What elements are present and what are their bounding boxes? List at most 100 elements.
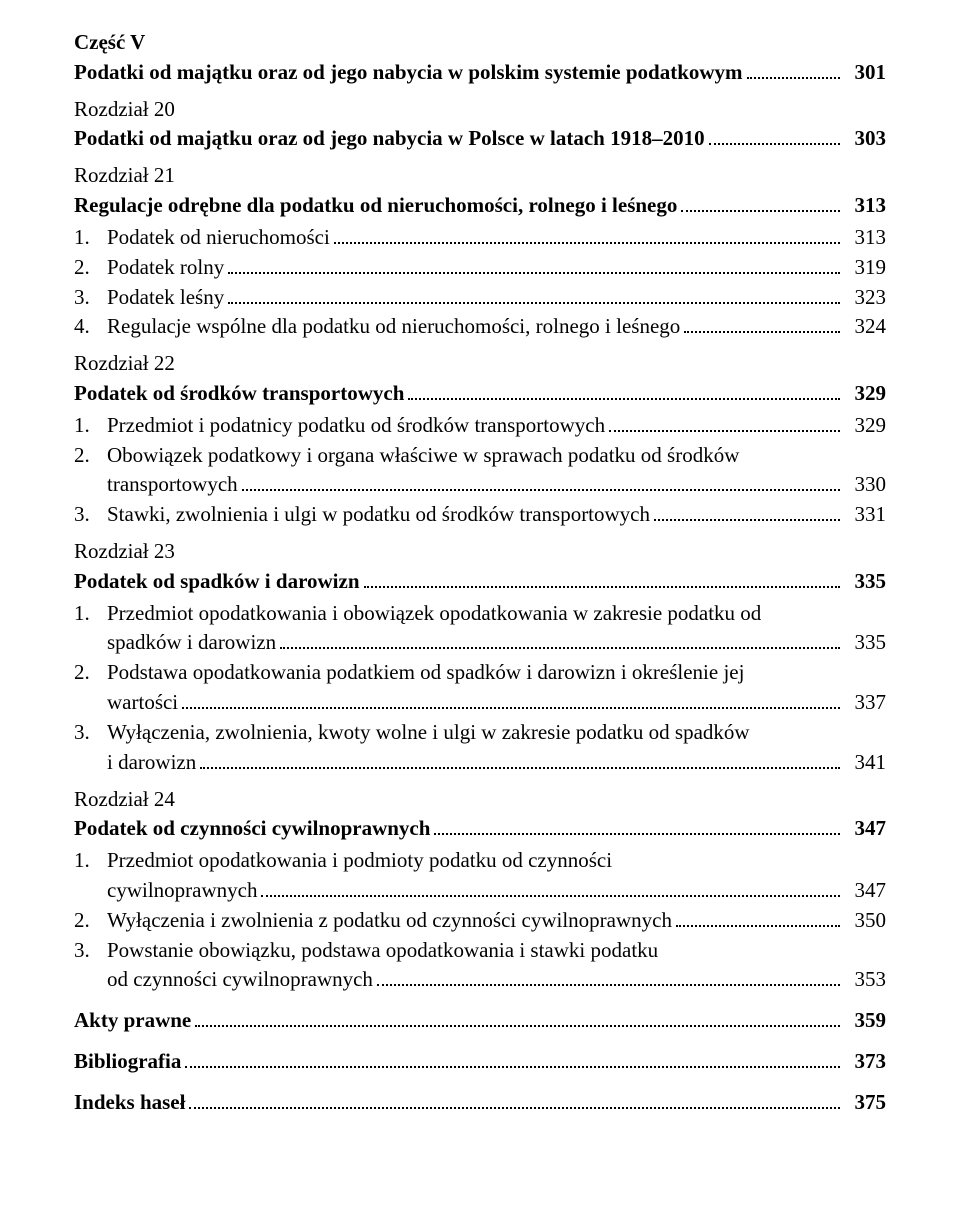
item-number: 2. xyxy=(74,253,107,283)
item-page: 335 xyxy=(844,628,886,658)
item-page: 331 xyxy=(844,500,886,530)
toc-item-cont: i darowizn 341 xyxy=(74,748,886,778)
item-number: 2. xyxy=(74,906,107,936)
item-page: 337 xyxy=(844,688,886,718)
chapter-title-text: Podatek od czynności cywilnoprawnych xyxy=(74,814,430,844)
leader-dots xyxy=(182,707,840,709)
end-text: Bibliografia xyxy=(74,1047,181,1077)
indeks-hasel: Indeks haseł 375 xyxy=(74,1088,886,1118)
leader-dots xyxy=(228,302,840,304)
toc-item: 1. Podatek od nieruchomości 313 xyxy=(74,223,886,253)
leader-dots xyxy=(684,331,840,333)
chapter-label: Rozdział 23 xyxy=(74,537,886,567)
end-text: Akty prawne xyxy=(74,1006,191,1036)
item-page: 330 xyxy=(844,470,886,500)
toc-item-cont: cywilnoprawnych 347 xyxy=(74,876,886,906)
leader-dots xyxy=(200,767,840,769)
toc-item-cont: od czynności cywilnoprawnych 353 xyxy=(74,965,886,995)
leader-dots xyxy=(261,895,840,897)
toc-item-cont: transportowych 330 xyxy=(74,470,886,500)
toc-item: 3. Wyłączenia, zwolnienia, kwoty wolne i… xyxy=(74,718,886,748)
item-text: Stawki, zwolnienia i ulgi w podatku od ś… xyxy=(107,500,650,530)
item-number: 2. xyxy=(74,441,107,471)
item-page: 353 xyxy=(844,965,886,995)
chapter-22: Rozdział 22 Podatek od środków transport… xyxy=(74,349,886,530)
leader-dots xyxy=(609,430,840,432)
leader-dots xyxy=(189,1107,840,1109)
item-page: 323 xyxy=(844,283,886,313)
akty-prawne: Akty prawne 359 xyxy=(74,1006,886,1036)
toc-item: 3. Podatek leśny 323 xyxy=(74,283,886,313)
end-page: 375 xyxy=(844,1088,886,1118)
item-page: 347 xyxy=(844,876,886,906)
leader-dots xyxy=(334,242,840,244)
end-page: 373 xyxy=(844,1047,886,1077)
leader-dots xyxy=(242,489,840,491)
toc-item: 2. Podatek rolny 319 xyxy=(74,253,886,283)
chapter-title-text: Regulacje odrębne dla podatku od nieruch… xyxy=(74,191,677,221)
toc-item: 1. Przedmiot opodatkowania i podmioty po… xyxy=(74,846,886,876)
toc-item: 2. Wyłączenia i zwolnienia z podatku od … xyxy=(74,906,886,936)
chapter-label: Rozdział 21 xyxy=(74,161,886,191)
end-page: 359 xyxy=(844,1006,886,1036)
item-text: Wyłączenia i zwolnienia z podatku od czy… xyxy=(107,906,672,936)
toc-item: 3. Powstanie obowiązku, podstawa opodatk… xyxy=(74,936,886,966)
item-page: 324 xyxy=(844,312,886,342)
chapter-title-text: Podatek od środków transportowych xyxy=(74,379,404,409)
item-page: 319 xyxy=(844,253,886,283)
item-number: 1. xyxy=(74,846,107,876)
item-text: transportowych xyxy=(107,470,238,500)
leader-dots xyxy=(377,984,840,986)
item-number: 4. xyxy=(74,312,107,342)
item-number: 1. xyxy=(74,599,107,629)
item-text: wartości xyxy=(107,688,178,718)
leader-dots xyxy=(709,143,840,145)
leader-dots xyxy=(747,77,840,79)
chapter-24: Rozdział 24 Podatek od czynności cywilno… xyxy=(74,785,886,996)
chapter-page: 329 xyxy=(844,379,886,409)
chapter-page: 303 xyxy=(844,124,886,154)
leader-dots xyxy=(434,833,840,835)
toc-item: 2. Obowiązek podatkowy i organa właściwe… xyxy=(74,441,886,471)
chapter-page: 347 xyxy=(844,814,886,844)
leader-dots xyxy=(195,1025,840,1027)
item-text: Podatek leśny xyxy=(107,283,224,313)
toc-item: 1. Przedmiot opodatkowania i obowiązek o… xyxy=(74,599,886,629)
item-text: Przedmiot i podatnicy podatku od środków… xyxy=(107,411,605,441)
chapter-page: 313 xyxy=(844,191,886,221)
toc-item: 2. Podstawa opodatkowania podatkiem od s… xyxy=(74,658,886,688)
item-number: 1. xyxy=(74,223,107,253)
item-text: Przedmiot opodatkowania i podmioty podat… xyxy=(107,846,612,876)
item-text: Regulacje wspólne dla podatku od nieruch… xyxy=(107,312,680,342)
item-text: cywilnoprawnych xyxy=(107,876,257,906)
chapter-21: Rozdział 21 Regulacje odrębne dla podatk… xyxy=(74,161,886,342)
leader-dots xyxy=(676,925,840,927)
chapter-label: Rozdział 22 xyxy=(74,349,886,379)
part-title-line: Podatki od majątku oraz od jego nabycia … xyxy=(74,58,886,88)
toc-item-cont: wartości 337 xyxy=(74,688,886,718)
leader-dots xyxy=(280,647,840,649)
toc-item: 1. Przedmiot i podatnicy podatku od środ… xyxy=(74,411,886,441)
leader-dots xyxy=(681,210,840,212)
chapter-page: 335 xyxy=(844,567,886,597)
item-page: 350 xyxy=(844,906,886,936)
chapter-20: Rozdział 20 Podatki od majątku oraz od j… xyxy=(74,95,886,155)
item-number: 3. xyxy=(74,718,107,748)
leader-dots xyxy=(654,519,840,521)
item-number: 3. xyxy=(74,500,107,530)
chapter-23: Rozdział 23 Podatek od spadków i darowiz… xyxy=(74,537,886,778)
item-number: 1. xyxy=(74,411,107,441)
item-text: Podstawa opodatkowania podatkiem od spad… xyxy=(107,658,744,688)
item-page: 329 xyxy=(844,411,886,441)
item-text: Przedmiot opodatkowania i obowiązek opod… xyxy=(107,599,761,629)
leader-dots xyxy=(364,586,840,588)
item-text: Podatek rolny xyxy=(107,253,224,283)
item-text: Obowiązek podatkowy i organa właściwe w … xyxy=(107,441,739,471)
bibliografia: Bibliografia 373 xyxy=(74,1047,886,1077)
item-number: 3. xyxy=(74,936,107,966)
item-number: 3. xyxy=(74,283,107,313)
item-text: spadków i darowizn xyxy=(107,628,276,658)
part-page: 301 xyxy=(844,58,886,88)
leader-dots xyxy=(408,398,840,400)
item-page: 313 xyxy=(844,223,886,253)
